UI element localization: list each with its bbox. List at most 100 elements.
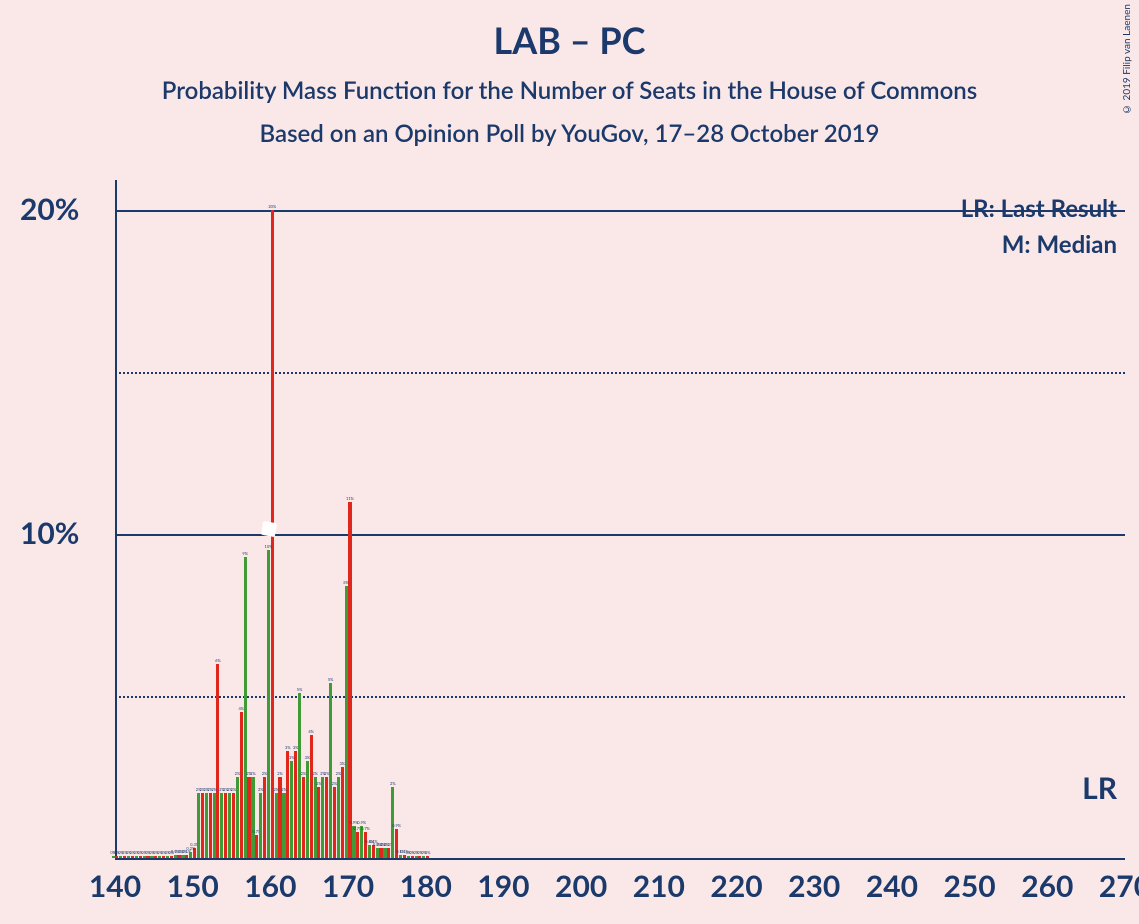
bar-label-red: 20% <box>268 204 276 209</box>
bar-label-green: 2% <box>336 771 342 776</box>
x-tick-label: 230 <box>788 868 840 904</box>
bar-red <box>348 502 351 858</box>
bar-green <box>150 856 153 858</box>
bar-red <box>177 855 180 858</box>
copyright-text: © 2019 Filip van Laenen <box>1121 4 1133 115</box>
legend-median: M: Median <box>1002 230 1117 259</box>
bar-green <box>275 793 278 858</box>
bar-green <box>368 845 371 858</box>
bar-green <box>407 856 410 858</box>
bar-green <box>321 777 324 858</box>
bar-red <box>310 735 313 858</box>
bar-red <box>185 855 188 858</box>
bar-red <box>379 848 382 858</box>
bar-red <box>333 787 336 858</box>
bar-green <box>158 856 161 858</box>
x-tick-label: 160 <box>244 868 296 904</box>
bar-green <box>415 856 418 858</box>
x-tick-label: 150 <box>167 868 219 904</box>
bar-red <box>162 856 165 858</box>
chart-plot-area: LR: Last Result M: Median LR 10%20%14015… <box>115 180 1125 860</box>
bar-red <box>131 856 134 858</box>
lr-marker-label: LR <box>1082 770 1117 806</box>
x-tick-label: 200 <box>555 868 607 904</box>
bar-green <box>135 856 138 858</box>
bar-green <box>399 855 402 858</box>
bar-red <box>426 856 429 858</box>
x-tick-label: 270 <box>1099 868 1139 904</box>
bar-red <box>387 848 390 858</box>
bar-label-green: 2% <box>273 787 279 792</box>
chart-title: LAB – PC <box>0 0 1139 62</box>
bar-green <box>181 855 184 858</box>
x-tick-label: 240 <box>866 868 918 904</box>
bar-green <box>244 557 247 858</box>
bar-green <box>197 793 200 858</box>
bar-red <box>364 832 367 858</box>
bar-green <box>345 586 348 858</box>
bar-green <box>127 856 130 858</box>
bar-red <box>224 793 227 858</box>
bar-red <box>139 856 142 858</box>
x-tick-label: 180 <box>400 868 452 904</box>
x-tick-label: 260 <box>1021 868 1073 904</box>
bar-red <box>115 856 118 858</box>
bar-red <box>240 712 243 858</box>
bar-green <box>189 852 192 858</box>
x-tick-label: 250 <box>944 868 996 904</box>
bar-label-green: 9% <box>242 551 248 556</box>
bar-green <box>290 761 293 858</box>
bar-red <box>232 793 235 858</box>
bar-red <box>286 751 289 858</box>
bar-red <box>216 664 219 858</box>
median-break-icon <box>261 521 277 537</box>
y-tick-label: 10% <box>20 515 79 551</box>
bar-label-green: 5% <box>297 687 303 692</box>
bar-red <box>411 856 414 858</box>
bar-label-red: 3% <box>285 745 291 750</box>
bar-red <box>325 777 328 858</box>
bar-label-green: 2% <box>258 787 264 792</box>
bar-green <box>282 793 285 858</box>
bar-green <box>259 793 262 858</box>
bar-red <box>201 793 204 858</box>
bar-label-green: 10% <box>265 544 273 549</box>
bar-green <box>228 793 231 858</box>
bar-red <box>146 856 149 858</box>
bar-green <box>267 550 270 858</box>
legend-last-result: LR: Last Result <box>961 194 1117 223</box>
bar-label-green: 2% <box>281 787 287 792</box>
bar-red <box>294 751 297 858</box>
bar-label-green: 0.9% <box>357 820 366 825</box>
bar-green <box>143 856 146 858</box>
bar-label-green: 2% <box>390 781 396 786</box>
bar-label-green: 3% <box>305 755 311 760</box>
bar-red <box>356 832 359 858</box>
bar-green <box>174 855 177 858</box>
bar-green <box>251 777 254 858</box>
bar-green <box>205 793 208 858</box>
gridline-minor <box>115 372 1125 374</box>
bar-green <box>337 777 340 858</box>
bar-green <box>376 848 379 858</box>
bar-red <box>123 856 126 858</box>
x-baseline-dotted <box>115 858 1125 860</box>
bar-green <box>306 761 309 858</box>
bar-red <box>154 856 157 858</box>
bar-label-red: 2% <box>277 771 283 776</box>
x-tick-label: 170 <box>322 868 374 904</box>
chart-subtitle: Probability Mass Function for the Number… <box>0 62 1139 105</box>
bar-label-red: 0.7% <box>361 826 370 831</box>
bar-red <box>209 793 212 858</box>
bar-green <box>383 848 386 858</box>
bar-label-red: 4% <box>308 729 314 734</box>
bar-label-green: 2% <box>235 771 241 776</box>
bar-red <box>341 767 344 858</box>
bar-red <box>418 856 421 858</box>
bar-green <box>314 777 317 858</box>
bar-green <box>422 856 425 858</box>
x-tick-label: 190 <box>477 868 529 904</box>
bar-green <box>236 777 239 858</box>
bar-green <box>166 856 169 858</box>
bar-red <box>317 787 320 858</box>
